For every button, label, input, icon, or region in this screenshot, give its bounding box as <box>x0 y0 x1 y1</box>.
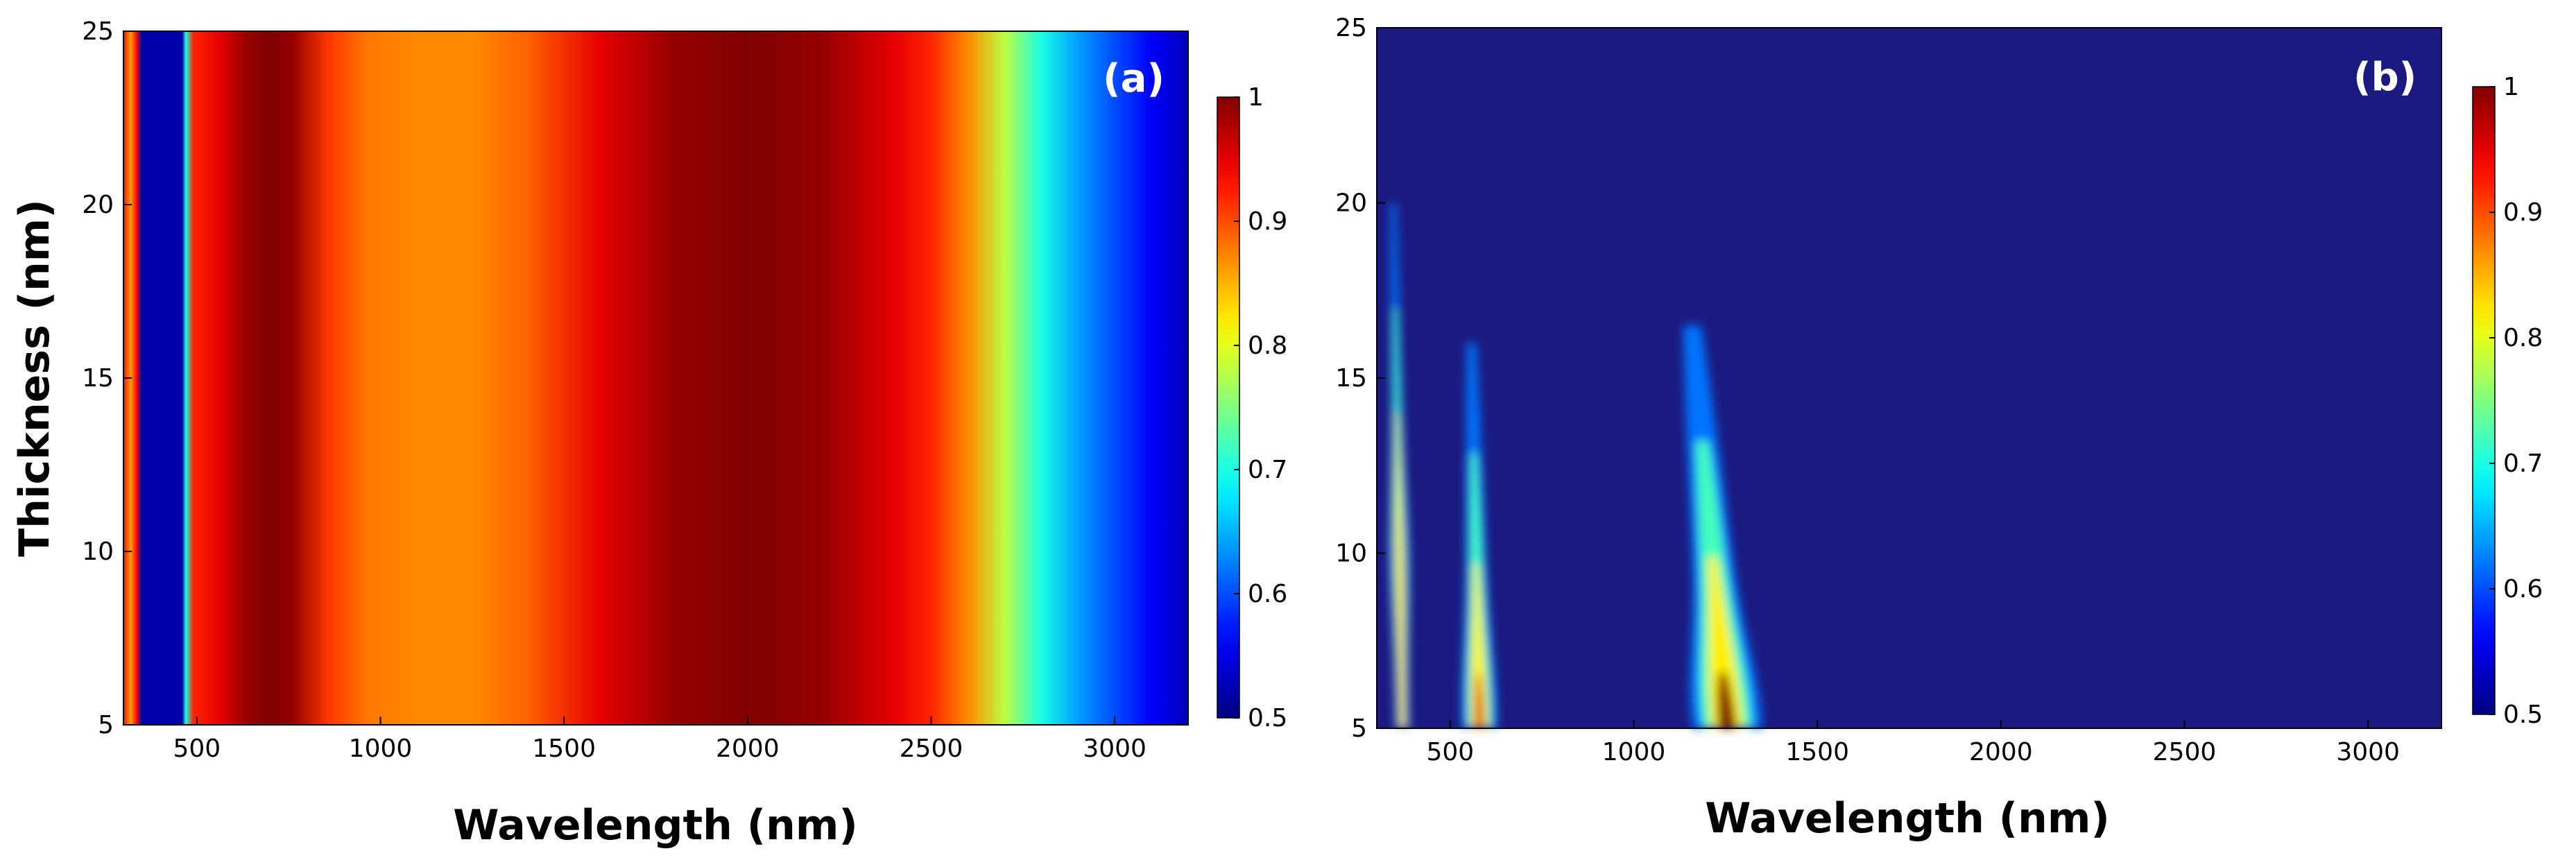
panel-a-y-tick-label: 15 <box>82 364 114 393</box>
panel-b-ticks: 500 1000 1500 2000 2500 3000 5 10 15 20 25 <box>1335 14 2400 766</box>
panel-b-bands <box>1389 203 1762 728</box>
panel-b-band-3-layer <box>1708 556 1743 728</box>
panel-b-label: (b) <box>2353 55 2416 100</box>
panel-a-heatmap <box>123 31 1188 725</box>
panel-a-label: (a) <box>1103 56 1165 101</box>
panel-b-y-tick-label: 5 <box>1351 714 1367 743</box>
panel-b-background <box>1377 28 2441 728</box>
panel-a-y-tick-label: 20 <box>82 191 114 219</box>
panel-b-colorbar-tick-label: 0.5 <box>2503 701 2543 729</box>
panel-b-band-3-layer <box>1717 672 1736 728</box>
panel-b-colorbar-tick-label: 0.7 <box>2503 449 2543 478</box>
panel-a-colorbar <box>1217 96 1240 719</box>
panel-a-colorbar-tick-label: 0.5 <box>1248 704 1287 732</box>
panel-b-x-tick-label: 2000 <box>1969 738 2033 766</box>
panel-a-x-tick-label: 1500 <box>532 735 596 763</box>
panel-b-y-tick-label: 20 <box>1335 189 1367 218</box>
panel-a-colorbar-tick-label: 1 <box>1248 83 1264 112</box>
panel-b-x-tick-label: 1000 <box>1602 738 1666 766</box>
panel-b-band-2-layer <box>1471 563 1488 728</box>
panel-a-y-axis-title: Thickness (nm) <box>10 199 59 556</box>
panel-a-x-tick-label: 3000 <box>1083 735 1147 763</box>
panel-b-x-tick-label: 2500 <box>2153 738 2217 766</box>
panel-a-x-tick-label: 2000 <box>716 735 780 763</box>
panel-b-colorbar-tick-label: 0.9 <box>2503 198 2543 227</box>
panel-a-colorbar-tick-label: 0.6 <box>1248 580 1287 608</box>
panel-a-colorbar-tick-label: 0.7 <box>1248 456 1287 484</box>
panel-b-y-tick-label: 25 <box>1335 14 1367 42</box>
panel-a-colorbar-ticks: 0.5 0.6 0.7 0.8 0.9 1 <box>1234 83 1287 732</box>
panel-b-x-axis-title: Wavelength (nm) <box>1705 794 2110 843</box>
panel-a-x-tick-label: 1000 <box>349 735 413 763</box>
panel-a-x-tick-label: 2500 <box>900 735 963 763</box>
panel-a: 500 1000 1500 2000 2500 3000 5 10 15 20 25 (a) Wav… <box>10 17 1287 850</box>
panel-a-y-tick-label: 5 <box>98 711 114 739</box>
panel-a-colorbar-tick-label: 0.8 <box>1248 332 1287 360</box>
panel-b-band-1-layer <box>1398 518 1405 728</box>
panel-b-x-tick-label: 500 <box>1427 738 1475 766</box>
panel-b: 500 1000 1500 2000 2500 3000 5 10 15 20 25 (b) Wav… <box>1335 14 2543 843</box>
panel-b-y-tick-label: 15 <box>1335 364 1367 393</box>
panel-a-y-tick-label: 25 <box>82 17 114 46</box>
panel-b-x-tick-label: 3000 <box>2336 738 2400 766</box>
panel-b-colorbar-ticks: 0.5 0.6 0.7 0.8 0.9 1 <box>2489 73 2543 729</box>
panel-b-x-tick-label: 1500 <box>1785 738 1849 766</box>
panel-a-ticks: 500 1000 1500 2000 2500 3000 5 10 15 20 25 <box>82 17 1147 763</box>
panel-b-colorbar-tick-label: 0.6 <box>2503 575 2543 603</box>
panel-b-colorbar-tick-label: 1 <box>2503 73 2519 101</box>
panel-b-y-tick-label: 10 <box>1335 540 1367 568</box>
panel-b-band-2-layer <box>1475 673 1484 728</box>
panel-b-colorbar-tick-label: 0.8 <box>2503 324 2543 352</box>
panel-a-colorbar-tick-label: 0.9 <box>1248 207 1287 236</box>
panel-a-x-axis-title: Wavelength (nm) <box>453 801 858 850</box>
panel-b-colorbar <box>2472 86 2496 715</box>
panel-a-y-tick-label: 10 <box>82 538 114 566</box>
panel-a-x-tick-label: 500 <box>173 735 221 763</box>
